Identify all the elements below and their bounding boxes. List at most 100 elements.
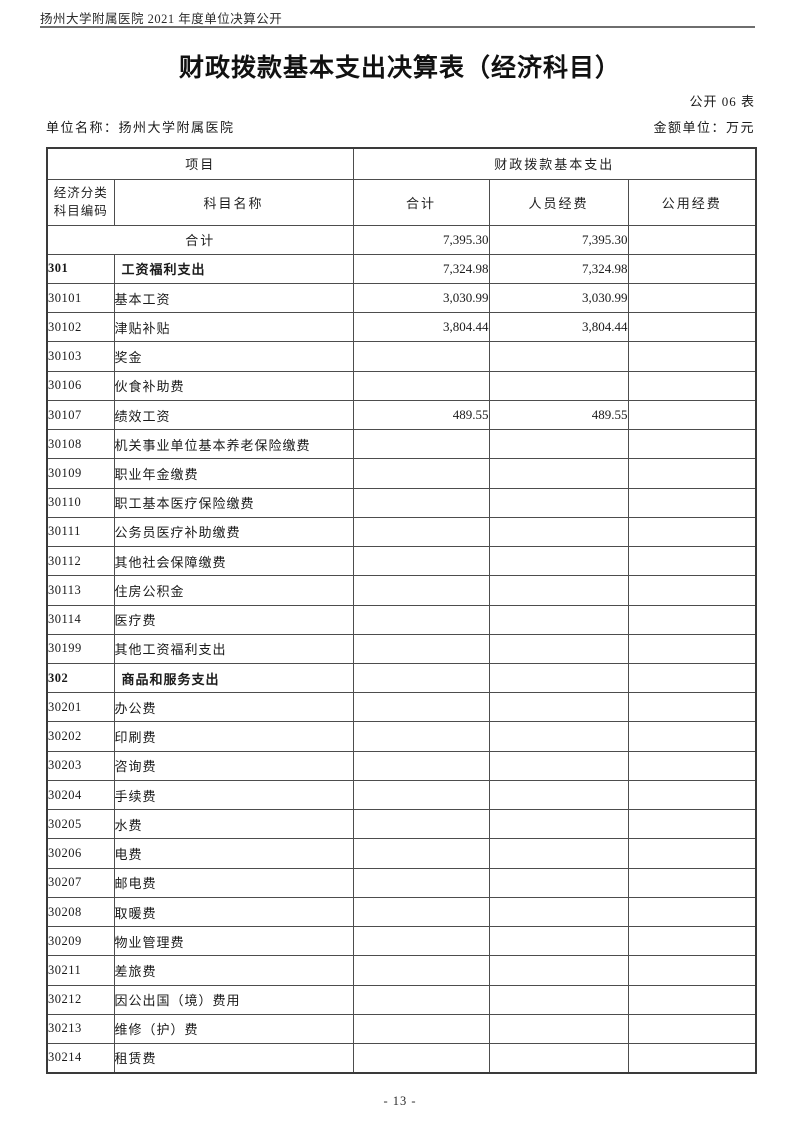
row-name: 其他工资福利支出 (113, 633, 354, 665)
row-public (627, 750, 757, 781)
table-row: 30114 医疗费 (46, 604, 757, 635)
row-name: 咨询费 (113, 750, 354, 781)
header-total-column: 合计 (352, 178, 490, 226)
row-code: 30108 (46, 429, 115, 460)
table-row: 30111 公务员医疗补助缴费 (46, 516, 757, 548)
header-public-column: 公用经费 (627, 178, 757, 226)
row-personnel (488, 838, 629, 869)
row-name: 商品和服务支出 (113, 663, 354, 694)
row-total (352, 370, 490, 401)
row-personnel (488, 721, 629, 752)
row-code: 30211 (46, 955, 115, 986)
row-total (352, 604, 490, 635)
row-total (352, 575, 490, 606)
header-expenditure: 财政拨款基本支出 (352, 147, 757, 180)
budget-table: 项目 财政拨款基本支出 经济分类 科目编码 科目名称 合计 人员经费 公用经费 … (46, 147, 758, 1074)
row-public (627, 926, 757, 957)
row-total (352, 663, 490, 694)
row-personnel: 3,030.99 (488, 282, 629, 314)
row-public (627, 779, 757, 811)
row-code: 30203 (46, 750, 115, 781)
row-public (627, 341, 757, 372)
grand-total-public (627, 224, 757, 255)
row-code: 302 (46, 663, 115, 694)
grand-total-label: 合计 (46, 224, 354, 255)
page-number: - 13 - (383, 1094, 417, 1108)
row-code: 30202 (46, 721, 115, 752)
row-name: 维修（护）费 (113, 1013, 354, 1045)
row-name: 手续费 (113, 779, 354, 811)
row-code: 30207 (46, 867, 115, 898)
row-personnel (488, 633, 629, 665)
row-personnel: 7,324.98 (488, 253, 629, 284)
table-row: 30212 因公出国（境）费用 (46, 984, 757, 1015)
row-code: 30112 (46, 546, 115, 577)
row-name: 差旅费 (113, 955, 354, 986)
header-name-column: 科目名称 (113, 178, 354, 226)
table-row: 30208 取暖费 (46, 896, 757, 928)
row-name: 其他社会保障缴费 (113, 546, 354, 577)
grand-total-row: 合计 7,395.30 7,395.30 (46, 224, 757, 255)
table-row: 30207 邮电费 (46, 867, 757, 898)
header-project: 项目 (46, 147, 354, 180)
row-code: 30208 (46, 896, 115, 928)
table-header-columns-row: 经济分类 科目编码 科目名称 合计 人员经费 公用经费 (46, 178, 757, 226)
row-code: 30204 (46, 779, 115, 811)
row-total (352, 546, 490, 577)
row-public (627, 984, 757, 1015)
row-personnel (488, 487, 629, 518)
table-row: 30101 基本工资 3,030.99 3,030.99 (46, 282, 757, 314)
row-code: 30213 (46, 1013, 115, 1045)
row-code: 30109 (46, 458, 115, 489)
row-name: 医疗费 (113, 604, 354, 635)
table-row: 30113 住房公积金 (46, 575, 757, 606)
row-public (627, 838, 757, 869)
row-total (352, 955, 490, 986)
row-code: 30206 (46, 838, 115, 869)
row-public (627, 633, 757, 665)
row-public (627, 692, 757, 723)
row-personnel (488, 663, 629, 694)
row-total (352, 692, 490, 723)
row-personnel (488, 575, 629, 606)
row-personnel (488, 1043, 629, 1074)
row-public (627, 867, 757, 898)
row-name: 职业年金缴费 (113, 458, 354, 489)
table-row: 30205 水费 (46, 809, 757, 840)
row-personnel (488, 984, 629, 1015)
row-public (627, 721, 757, 752)
row-personnel (488, 779, 629, 811)
row-code: 30201 (46, 692, 115, 723)
row-code: 30102 (46, 312, 115, 343)
row-name: 住房公积金 (113, 575, 354, 606)
row-personnel (488, 867, 629, 898)
row-personnel (488, 429, 629, 460)
row-total (352, 1043, 490, 1074)
row-total (352, 984, 490, 1015)
row-personnel (488, 341, 629, 372)
row-code: 30205 (46, 809, 115, 840)
row-code: 30103 (46, 341, 115, 372)
row-public (627, 458, 757, 489)
header-personnel-column: 人员经费 (488, 178, 629, 226)
row-name: 基本工资 (113, 282, 354, 314)
row-public (627, 399, 757, 431)
row-public (627, 516, 757, 548)
table-row: 30203 咨询费 (46, 750, 757, 781)
row-public (627, 809, 757, 840)
row-name: 取暖费 (113, 896, 354, 928)
table-row: 30110 职工基本医疗保险缴费 (46, 487, 757, 518)
row-name: 职工基本医疗保险缴费 (113, 487, 354, 518)
header-code-line1: 经济分类 (53, 185, 108, 200)
row-total (352, 750, 490, 781)
row-personnel (488, 458, 629, 489)
row-name: 水费 (113, 809, 354, 840)
row-public (627, 1043, 757, 1074)
row-personnel (488, 692, 629, 723)
row-name: 绩效工资 (113, 399, 354, 431)
header-code-column: 经济分类 科目编码 (46, 178, 115, 226)
row-total (352, 458, 490, 489)
row-code: 301 (46, 253, 115, 284)
row-personnel (488, 516, 629, 548)
